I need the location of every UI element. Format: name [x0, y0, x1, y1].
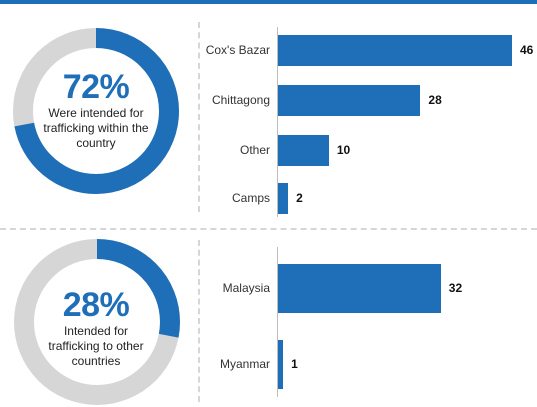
value-label-chittagong: 28: [428, 93, 442, 107]
donut-domestic: [13, 28, 179, 194]
bar-other: [278, 134, 329, 166]
donut-domestic-text: Were intended for trafficking within the…: [43, 106, 149, 150]
category-label-myanmar: Myanmar: [219, 357, 270, 371]
value-label-other: 10: [336, 143, 351, 157]
section-divider: [0, 228, 537, 230]
column-divider-bottom: [198, 240, 200, 402]
donut-fill: [13, 28, 179, 194]
donut-international-text: Intended for trafficking to other countr…: [48, 324, 144, 368]
bar-axis-bottom: [277, 247, 278, 397]
bar-cox-s-bazar: [278, 34, 512, 66]
category-label-chittagong: Chittagong: [211, 93, 270, 107]
donut-international-label: 28% Intended for trafficking to other co…: [40, 288, 152, 369]
column-divider-top: [198, 22, 200, 212]
bar-axis-top: [277, 27, 278, 217]
value-label-cox-s-bazar: 46: [520, 43, 534, 57]
donut-fill: [14, 239, 180, 405]
category-label-cox-s-bazar: Cox's Bazar: [205, 43, 270, 57]
category-label-camps: Camps: [231, 191, 270, 205]
value-label-myanmar: 1: [291, 357, 298, 371]
bar-myanmar: [278, 339, 284, 389]
top-accent-rule: [0, 0, 537, 4]
category-label-other: Other: [239, 143, 270, 157]
donut-domestic-label: 72% Were intended for trafficking within…: [41, 70, 151, 151]
donut-domestic-percent: 72%: [62, 68, 130, 106]
bar-camps: [278, 182, 289, 214]
donut-international-percent: 28%: [62, 286, 130, 324]
category-label-malaysia: Malaysia: [222, 281, 270, 295]
bar-malaysia: [278, 263, 441, 313]
value-label-malaysia: 32: [448, 281, 463, 295]
value-label-camps: 2: [296, 191, 303, 205]
donut-international: [14, 239, 180, 405]
bar-chittagong: [278, 84, 421, 116]
